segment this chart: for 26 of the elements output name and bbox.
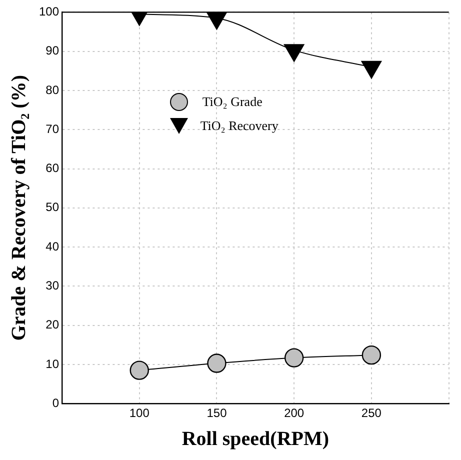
y-tick-label: 20 — [46, 318, 60, 332]
y-tick-label: 40 — [46, 239, 60, 254]
point — [284, 44, 304, 62]
point — [206, 12, 227, 30]
y-tick-label: 90 — [46, 44, 60, 58]
point — [361, 60, 382, 79]
y-axis-title: Grade & Recovery of TiO₂ (%) — [8, 75, 30, 341]
legend-label: TiO₂ Grade — [202, 94, 262, 110]
point — [284, 348, 304, 368]
point — [207, 354, 226, 373]
y-tick-label: 60 — [46, 161, 60, 176]
x-axis-title: Roll speed(RPM) — [182, 428, 330, 450]
legend-label: TiO₂ Recovery — [200, 118, 278, 134]
point — [362, 345, 382, 365]
y-tick-label: 70 — [46, 122, 60, 136]
x-tick-label: 200 — [284, 406, 304, 420]
point — [130, 360, 149, 380]
y-tick-label: 100 — [38, 4, 60, 19]
y-tick-label: 30 — [46, 278, 60, 292]
x-tick-label: 250 — [361, 406, 382, 420]
y-tick-label: 10 — [46, 356, 60, 371]
x-tick-label: 150 — [206, 406, 228, 420]
y-tick-label: 50 — [46, 200, 60, 214]
y-tick-label: 80 — [46, 82, 60, 97]
y-tick-label: 0 — [52, 396, 60, 410]
x-tick-label: 100 — [129, 406, 150, 420]
